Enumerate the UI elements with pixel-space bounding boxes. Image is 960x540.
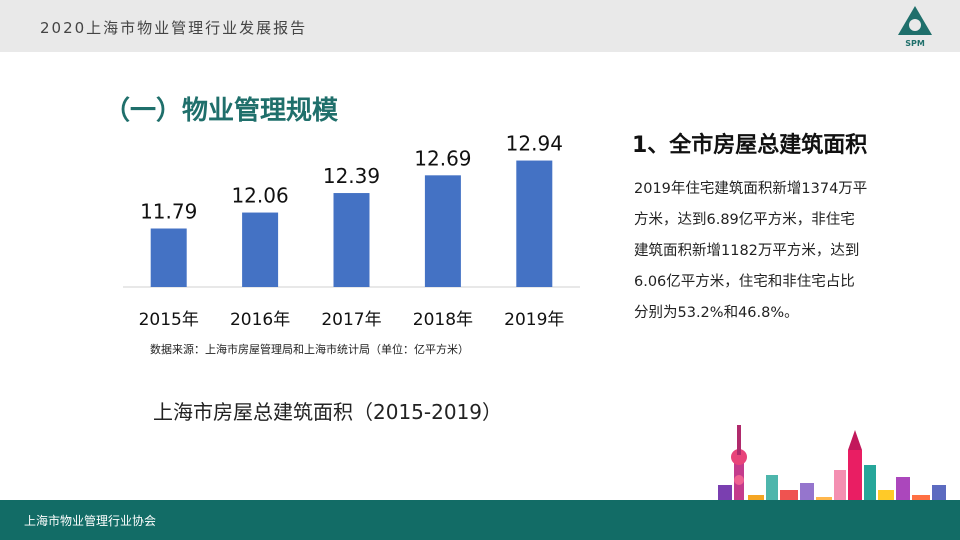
bar-3 (424, 175, 461, 287)
text-line: 分别为53.2%和46.8%。 (634, 305, 799, 321)
spm-logo: SPM (898, 6, 932, 48)
text-line: 6.06亿平方米，住宅和非住宅占比 (634, 274, 855, 290)
logo-text: SPM (905, 39, 925, 48)
top-bar: 2020上海市物业管理行业发展报告 SPM (0, 0, 960, 52)
text-line: 建筑面积新增1182万平方米，达到 (634, 243, 860, 259)
right-panel-text: 2019年住宅建筑面积新增1374万平 方米，达到6.89亿平方米，非住宅 建筑… (634, 174, 914, 329)
data-label-1: 12.06 (231, 184, 288, 208)
section-title: （一）物业管理规模 (104, 96, 339, 126)
data-label-4: 12.94 (506, 132, 563, 156)
chart-title: 上海市房屋总建筑面积（2015-2019） (153, 400, 503, 424)
bar-0 (150, 228, 187, 287)
bar-2 (333, 193, 370, 287)
right-panel-title: 1、全市房屋总建筑面积 (632, 133, 868, 158)
text-line: 方米，达到6.89亿平方米，非住宅 (634, 212, 855, 228)
category-label-2: 2017年 (321, 310, 381, 330)
data-label-2: 12.39 (323, 164, 380, 188)
category-label-4: 2019年 (504, 310, 564, 330)
footer-org: 上海市物业管理行业协会 (24, 514, 157, 528)
data-label-3: 12.69 (414, 146, 471, 170)
category-label-3: 2018年 (413, 310, 473, 330)
report-title: 2020上海市物业管理行业发展报告 (40, 19, 308, 37)
category-label-1: 2016年 (230, 310, 290, 330)
bar-1 (242, 212, 279, 287)
data-label-0: 11.79 (140, 200, 197, 224)
category-label-0: 2015年 (139, 310, 199, 330)
text-line: 2019年住宅建筑面积新增1374万平 (634, 181, 868, 197)
footer-bar: 上海市物业管理行业协会 (0, 500, 960, 540)
bar-4 (516, 160, 553, 287)
chart-source: 数据来源：上海市房屋管理局和上海市统计局（单位：亿平方米） (150, 343, 469, 356)
